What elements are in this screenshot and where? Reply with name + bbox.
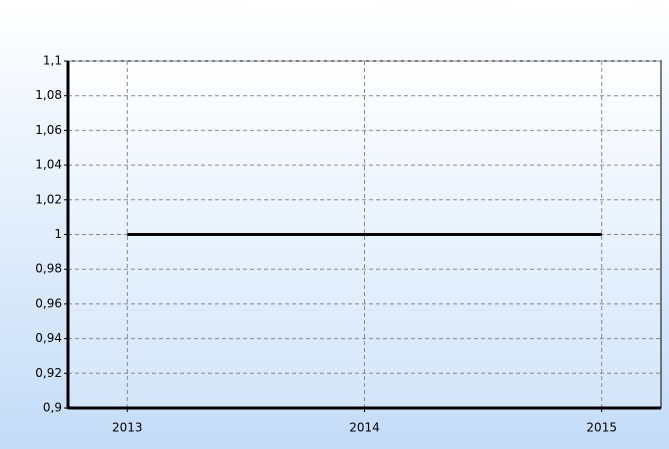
x-tick-label: 2014 [349,421,380,435]
y-tick-label: 1,1 [43,54,62,68]
y-tick-label: 0,96 [35,296,62,310]
y-tick-label: 1,08 [35,88,62,102]
y-tick-label: 1,02 [35,192,62,206]
y-tick-label: 1,04 [35,158,62,172]
y-tick-label: 0,94 [35,331,62,345]
y-tick-label: 1,06 [35,123,62,137]
y-tick-label: 0,92 [35,366,62,380]
y-tick-label: 0,9 [43,401,62,415]
x-tick-label: 2015 [586,421,617,435]
y-tick-label: 1 [54,227,62,241]
x-tick-label: 2013 [112,421,143,435]
y-tick-label: 0,98 [35,262,62,276]
